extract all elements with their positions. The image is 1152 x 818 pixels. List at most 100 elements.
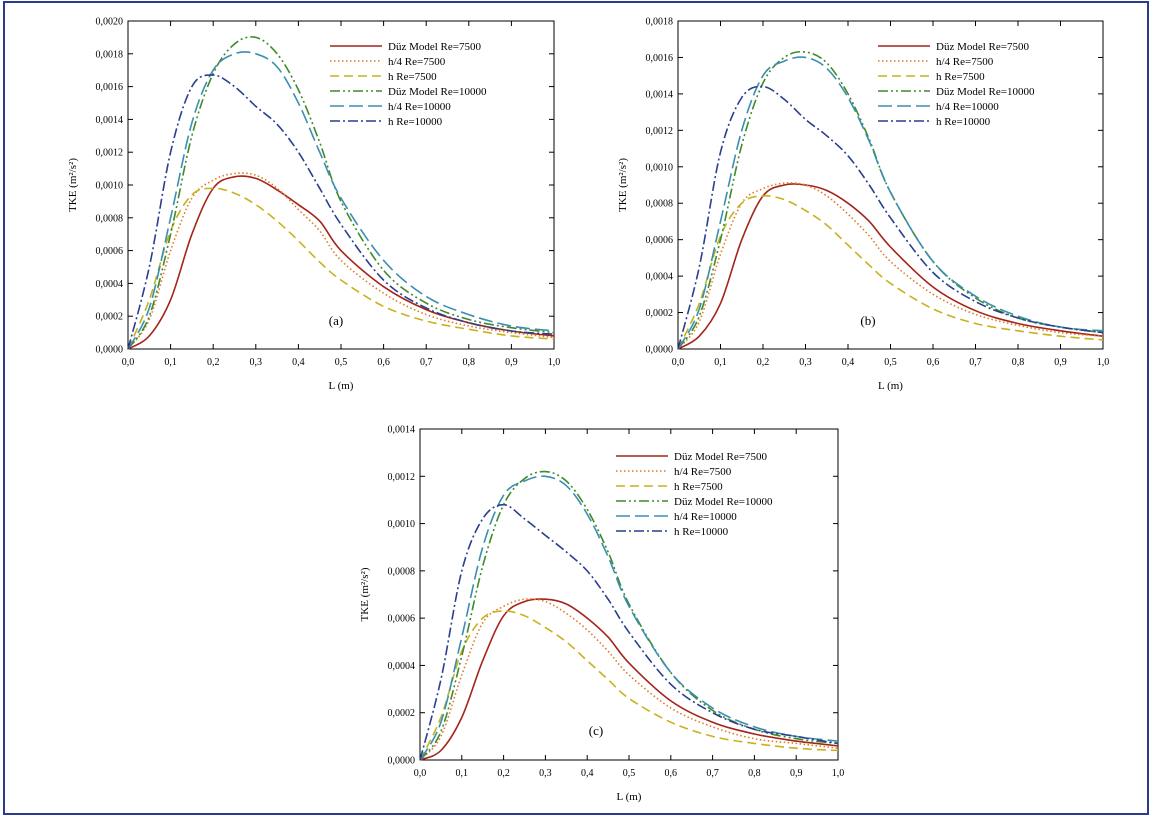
y-tick-label: 0,0000 <box>388 756 416 767</box>
y-tick-label: 0,0002 <box>388 708 416 719</box>
y-tick-label: 0,0006 <box>646 235 674 246</box>
y-tick-label: 0,0002 <box>96 312 124 323</box>
series-line <box>127 187 555 350</box>
plot-area <box>419 428 839 761</box>
x-tick-label: 1,0 <box>1097 357 1110 368</box>
y-tick-label: 0,0010 <box>646 162 674 173</box>
y-tick-label: 0,0004 <box>96 279 124 290</box>
series-line <box>677 50 1104 350</box>
x-tick-label: 0,6 <box>377 357 390 368</box>
series-line <box>419 598 839 761</box>
series-line <box>677 194 1104 350</box>
y-tick-label: 0,0004 <box>388 661 416 672</box>
x-tick-label: 1,0 <box>832 768 845 779</box>
plot-area <box>127 20 555 350</box>
x-tick-label: 0,9 <box>1054 357 1067 368</box>
legend-label: h/4 Re=10000 <box>936 101 999 113</box>
series-line <box>127 36 555 350</box>
y-tick-label: 0,0012 <box>388 472 416 483</box>
x-tick-label: 0,5 <box>623 768 636 779</box>
chart-a: 0,0 0,1 0,2 0,3 0,4 0,5 0,6 0,7 0,8 0,9 1,0 0,0000 0… <box>67 17 561 393</box>
x-tick-label: 0,2 <box>207 357 220 368</box>
x-tick-label: 0,7 <box>969 357 982 368</box>
y-tick-label: 0,0002 <box>646 308 674 319</box>
y-tick-label: 0,0006 <box>96 246 124 257</box>
y-tick-label: 0,0016 <box>646 53 674 64</box>
legend-label: Düz Model Re=10000 <box>936 86 1035 98</box>
y-tick-label: 0,0014 <box>388 425 416 436</box>
y-tick-label: 0,0008 <box>646 199 674 210</box>
frame-border <box>3 1 1149 815</box>
x-tick-label: 0,6 <box>665 768 678 779</box>
x-tick-label: 0,1 <box>456 768 469 779</box>
x-axis-label: L (m) <box>878 380 903 392</box>
y-tick-label: 0,0006 <box>388 614 416 625</box>
chart-c: 0,0 0,1 0,2 0,3 0,4 0,5 0,6 0,7 0,8 0,9 1,0 0,0000 0… <box>359 425 845 804</box>
x-tick-label: 0,9 <box>790 768 803 779</box>
y-tick-label: 0,0018 <box>96 49 124 60</box>
x-tick-label: 0,5 <box>884 357 897 368</box>
x-tick-label: 0,9 <box>505 357 518 368</box>
x-tick-label: 0,0 <box>672 357 685 368</box>
y-tick-label: 0,0008 <box>388 566 416 577</box>
x-tick-label: 0,2 <box>497 768 510 779</box>
x-tick-label: 0,7 <box>420 357 433 368</box>
x-tick-label: 0,0 <box>122 357 135 368</box>
series-line <box>419 598 839 761</box>
y-tick-label: 0,0008 <box>96 213 124 224</box>
x-tick-label: 1,0 <box>548 357 561 368</box>
x-tick-label: 0,8 <box>463 357 476 368</box>
series-line <box>419 503 839 761</box>
legend-label: Düz Model Re=7500 <box>674 451 767 463</box>
x-tick-label: 0,7 <box>706 768 719 779</box>
x-tick-label: 0,1 <box>164 357 177 368</box>
y-tick-label: 0,0010 <box>388 519 416 530</box>
y-tick-label: 0,0014 <box>96 115 124 126</box>
legend-label: h/4 Re=7500 <box>674 466 732 478</box>
series-line <box>677 85 1104 350</box>
legend-label: h Re=7500 <box>388 71 437 83</box>
y-tick-label: 0,0020 <box>96 17 124 28</box>
legend-label: h/4 Re=7500 <box>936 56 994 68</box>
y-tick-label: 0,0012 <box>646 126 674 137</box>
y-tick-label: 0,0018 <box>646 17 674 28</box>
plot-area <box>677 20 1104 350</box>
x-tick-label: 0,8 <box>1012 357 1025 368</box>
series-line <box>677 182 1104 350</box>
x-tick-label: 0,4 <box>581 768 594 779</box>
series-line <box>127 74 555 350</box>
chart-b: 0,0 0,1 0,2 0,3 0,4 0,5 0,6 0,7 0,8 0,9 1,0 0,0000 0… <box>617 17 1110 393</box>
x-tick-label: 0,3 <box>250 357 263 368</box>
y-tick-label: 0,0012 <box>96 148 124 159</box>
legend-label: h Re=7500 <box>936 71 985 83</box>
legend-label: Düz Model Re=10000 <box>388 86 487 98</box>
x-tick-label: 0,4 <box>292 357 305 368</box>
x-axis-label: L (m) <box>617 791 642 803</box>
y-axis-label: TKE (m²/s²) <box>617 158 629 212</box>
y-tick-label: 0,0010 <box>96 181 124 192</box>
x-axis-label: L (m) <box>329 380 354 392</box>
x-tick-label: 0,5 <box>335 357 348 368</box>
legend-label: h/4 Re=10000 <box>674 511 737 523</box>
legend-label: h Re=10000 <box>674 526 729 538</box>
panel-label: (b) <box>860 313 875 328</box>
legend-label: Düz Model Re=7500 <box>388 41 481 53</box>
x-tick-label: 0,6 <box>927 357 940 368</box>
x-tick-label: 0,3 <box>799 357 812 368</box>
series-line <box>677 183 1104 350</box>
panel-label: (a) <box>329 313 343 328</box>
y-axis-label: TKE (m²/s²) <box>67 158 79 212</box>
y-tick-label: 0,0014 <box>646 89 674 100</box>
x-tick-label: 0,1 <box>714 357 727 368</box>
legend-label: Düz Model Re=7500 <box>936 41 1029 53</box>
y-tick-label: 0,0000 <box>646 345 674 356</box>
y-tick-label: 0,0016 <box>96 82 124 93</box>
x-tick-label: 0,4 <box>842 357 855 368</box>
series-line <box>127 175 555 350</box>
y-tick-label: 0,0000 <box>96 345 124 356</box>
legend-label: h Re=10000 <box>388 116 443 128</box>
legend-label: Düz Model Re=10000 <box>674 496 773 508</box>
x-tick-label: 0,3 <box>539 768 552 779</box>
legend-label: h/4 Re=7500 <box>388 56 446 68</box>
